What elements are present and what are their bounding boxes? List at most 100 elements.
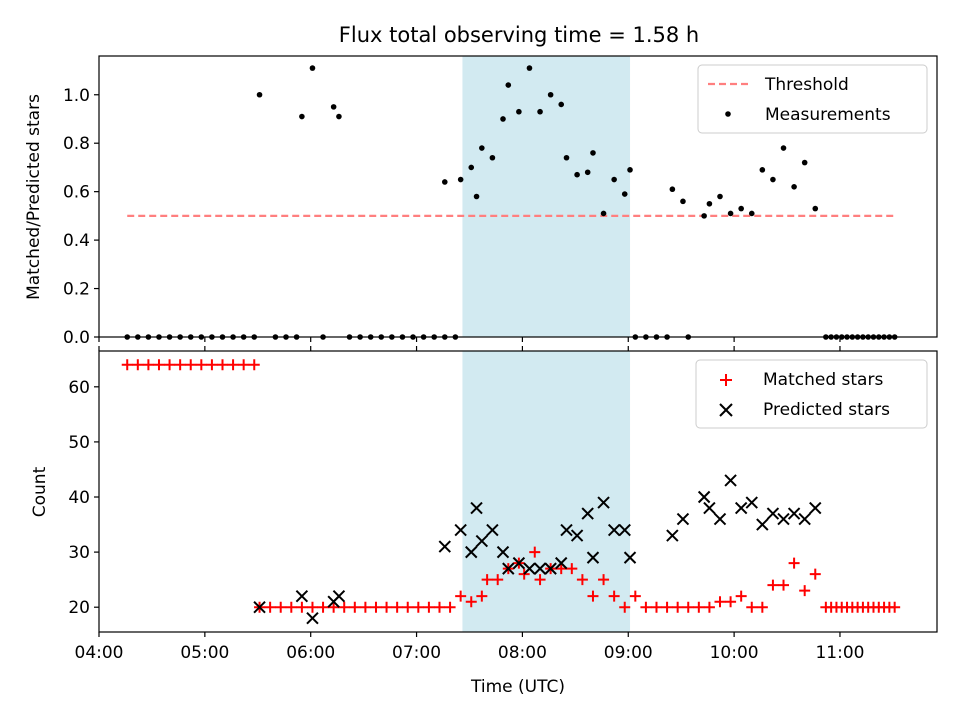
predicted-star-marker — [697, 490, 711, 504]
matched-star-marker — [174, 359, 186, 371]
matched-star-marker — [767, 579, 779, 591]
matched-star-marker — [433, 601, 445, 613]
measurement-point — [759, 167, 766, 173]
measurement-point — [526, 65, 533, 71]
bottom-x-axis: 04:00 05:00 06:00 07:00 08:00 09:00 10:00 11:00 — [75, 632, 864, 663]
bottom-y-tick-label: 50 — [68, 433, 90, 453]
matched-star-marker — [746, 601, 758, 613]
top-y-tick-label: 0.6 — [63, 183, 90, 203]
matched-star-marker — [889, 601, 901, 613]
predicted-star-marker — [438, 540, 451, 553]
bottom-y-tick-label: 20 — [68, 598, 90, 618]
matched-star-marker — [566, 563, 578, 575]
measurement-point — [801, 159, 808, 166]
legend-predicted-swatch — [719, 403, 733, 417]
measurement-point — [479, 145, 485, 151]
predicted-star-marker — [253, 600, 266, 614]
matched-star-marker — [857, 601, 869, 613]
matched-star-marker — [370, 601, 382, 613]
matched-star-marker — [825, 601, 837, 613]
predicted-star-marker — [496, 545, 510, 559]
matched-star-marker — [423, 601, 435, 613]
matched-star-marker — [788, 557, 800, 569]
measurement-point — [516, 108, 522, 115]
x-axis-label: Time (UTC) — [470, 677, 565, 697]
top-y-tick-label: 0.2 — [63, 280, 90, 300]
predicted-star-marker — [512, 556, 526, 570]
measurement-point — [574, 171, 580, 178]
matched-star-marker — [836, 601, 848, 613]
measurement-point — [611, 176, 617, 183]
predicted-star-marker — [581, 507, 594, 520]
predicted-star-marker — [607, 523, 621, 537]
x-tick-label: 05:00 — [180, 643, 229, 663]
matched-star-marker — [455, 590, 467, 602]
matched-star-marker — [164, 359, 176, 371]
matched-star-marker — [317, 601, 329, 613]
matched-star-marker — [275, 601, 287, 613]
predicted-star-marker — [713, 512, 727, 526]
top-axes-frame — [98, 55, 938, 338]
measurement-point — [680, 198, 686, 205]
matched-star-marker — [296, 601, 308, 613]
observing-window-shade-bottom — [462, 351, 631, 632]
matched-star-marker — [465, 596, 477, 608]
matched-star-marker — [778, 579, 790, 591]
top-legend: Threshold Measurements — [697, 64, 928, 134]
bottom-axes-frame — [98, 350, 938, 633]
bottom-y-tick-label: 40 — [68, 488, 90, 508]
measurement-point — [717, 193, 723, 200]
matched-star-marker — [846, 601, 858, 613]
top-y-tick-label: 1.0 — [63, 86, 90, 106]
matched-star-marker — [619, 601, 631, 613]
measurement-point — [738, 205, 744, 212]
matched-star-marker — [867, 601, 879, 613]
matched-star-marker — [629, 590, 641, 602]
predicted-star-marker — [666, 529, 679, 542]
predicted-stars-points — [253, 474, 822, 625]
predicted-star-marker — [703, 501, 716, 515]
predicted-star-marker — [766, 507, 780, 520]
predicted-star-marker — [555, 556, 568, 570]
measurement-point — [309, 65, 316, 71]
measurement-point — [547, 91, 554, 98]
matched-star-marker — [725, 596, 737, 608]
bottom-y-axis-label: Count — [30, 466, 50, 517]
measurement-point — [558, 101, 565, 108]
matched-star-marker — [121, 359, 133, 371]
bottom-y-axis: 20 30 40 50 60 — [68, 378, 99, 618]
predicted-star-marker — [502, 562, 515, 575]
matched-star-marker — [153, 359, 165, 371]
x-tick-label: 10:00 — [710, 643, 759, 663]
matched-star-marker — [661, 601, 673, 613]
predicted-star-marker — [756, 518, 769, 531]
predicted-star-marker — [787, 507, 801, 520]
chart-title: Flux total observing time = 1.58 h — [339, 23, 699, 47]
bottom-y-tick-label: 30 — [68, 543, 90, 563]
matched-star-marker — [799, 585, 811, 597]
predicted-star-marker — [570, 529, 584, 542]
matched-star-marker — [412, 601, 424, 613]
predicted-star-marker — [475, 534, 489, 548]
measurement-point — [336, 113, 342, 120]
legend-predicted-label: Predicted stars — [763, 400, 890, 420]
measurement-point — [457, 176, 464, 183]
matched-star-marker — [492, 574, 504, 586]
matched-star-marker — [587, 590, 599, 602]
predicted-star-marker — [798, 512, 811, 526]
matched-star-marker — [328, 601, 340, 613]
predicted-star-marker — [306, 612, 319, 625]
measurement-point — [489, 154, 496, 161]
legend-threshold-label: Threshold — [764, 75, 849, 95]
measurement-point — [621, 191, 628, 197]
matched-star-marker — [650, 601, 662, 613]
matched-star-marker — [809, 568, 821, 580]
measurement-point — [468, 164, 475, 171]
measurement-point — [256, 91, 263, 98]
x-tick-label: 08:00 — [498, 643, 547, 663]
matched-star-marker — [682, 601, 694, 613]
measurement-point — [299, 113, 305, 120]
predicted-star-marker — [623, 551, 637, 564]
measurement-point — [791, 184, 797, 190]
